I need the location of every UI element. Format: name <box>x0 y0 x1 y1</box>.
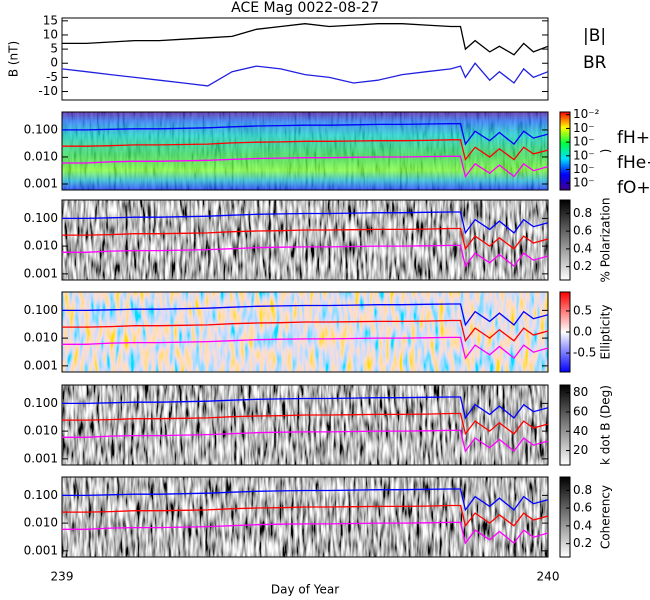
y-tick-label: 0.001 <box>24 266 58 280</box>
y-tick-label: 0.010 <box>24 331 58 345</box>
plot-frame <box>61 291 549 373</box>
plot-frame <box>61 384 549 466</box>
chart-title: ACE Mag 0022-08-27 <box>231 0 379 16</box>
spectrogram <box>62 292 548 372</box>
colorbar-tick-label: 0.5 <box>573 303 592 317</box>
series-line <box>62 412 549 436</box>
y-tick-label: 10 <box>43 27 58 41</box>
x-tick-label: 240 <box>537 570 560 584</box>
y-tick-label: -5 <box>46 70 58 84</box>
y-tick-label: 0.010 <box>24 516 58 530</box>
legend-label: fO+ <box>617 178 650 198</box>
colorbar-tick-label: 0.0 <box>573 325 592 339</box>
colorbar-tick-label: 0.4 <box>573 241 592 255</box>
y-tick-label: 0.001 <box>24 451 58 465</box>
spectrogram <box>62 477 548 557</box>
colorbar-tick-label: -0.5 <box>573 346 596 360</box>
plot-frame <box>61 17 549 101</box>
series-line <box>62 396 549 420</box>
colorbar-tick-label: 10⁻ <box>573 162 595 176</box>
legend-label: BR <box>583 53 607 73</box>
colorbar <box>559 199 571 281</box>
legend-label: fHe+ <box>617 153 650 173</box>
y-tick-label: 0.100 <box>24 488 58 502</box>
colorbar-tick-label: 0.8 <box>573 206 592 220</box>
y-tick-label: 0.010 <box>24 424 58 438</box>
y-tick-label: 5 <box>50 42 58 56</box>
colorbar-label: Coherency <box>599 485 613 549</box>
series-line <box>62 227 549 251</box>
series-line <box>62 244 549 268</box>
colorbar-label: % Polarization <box>599 198 613 283</box>
colorbar-label: ) <box>599 149 613 154</box>
series-line <box>62 211 549 235</box>
y-axis-label: B (nT) <box>7 41 21 77</box>
colorbar-tick-label: 10⁻² <box>573 107 600 121</box>
colorbar <box>559 384 571 466</box>
colorbar-tick-label: 40 <box>573 424 588 438</box>
series-line <box>62 521 549 545</box>
y-tick-label: 0.001 <box>24 177 58 191</box>
series-line <box>62 319 549 343</box>
colorbar <box>559 111 571 191</box>
series-line <box>62 23 549 56</box>
colorbar-tick-label: 10⁻ <box>573 135 595 149</box>
plot-frame <box>61 199 549 281</box>
spectrogram-texture <box>62 112 548 190</box>
colorbar-tick-label: 80 <box>573 385 588 399</box>
y-tick-label: -10 <box>38 84 58 98</box>
colorbar-label: k dot B (Deg) <box>599 385 613 465</box>
colorbar-tick-label: 10⁻ <box>573 121 595 135</box>
series-line <box>62 123 549 146</box>
y-tick-label: 0.100 <box>24 303 58 317</box>
series-line <box>62 336 549 360</box>
y-tick-label: 0.010 <box>24 239 58 253</box>
spectrogram <box>62 385 548 465</box>
x-axis-label: Day of Year <box>271 583 339 597</box>
legend-label: fH+ <box>617 128 650 148</box>
colorbar-tick-label: 0.2 <box>573 259 592 273</box>
plot-frame <box>61 476 549 558</box>
colorbar-tick-label: 10⁻ <box>573 176 595 190</box>
colorbar <box>559 476 571 558</box>
legend-label: |B| <box>583 26 606 46</box>
series-line <box>62 504 549 528</box>
y-tick-label: 15 <box>43 13 58 27</box>
plot-frame <box>61 111 549 191</box>
spectrogram <box>62 200 548 280</box>
colorbar-tick-label: 0.8 <box>573 483 592 497</box>
y-tick-label: 0.100 <box>24 396 58 410</box>
colorbar-tick-label: 0.6 <box>573 501 592 515</box>
y-tick-label: 0 <box>50 56 58 70</box>
x-tick-label: 239 <box>51 570 74 584</box>
series-line <box>62 488 549 512</box>
series-line <box>62 303 549 327</box>
colorbar-label: Ellipticity <box>599 305 613 360</box>
y-tick-label: 0.001 <box>24 543 58 557</box>
colorbar-tick-label: 60 <box>573 404 588 418</box>
colorbar-tick-label: 20 <box>573 443 588 457</box>
series-line <box>62 139 549 162</box>
colorbar-tick-label: 0.2 <box>573 536 592 550</box>
series-line <box>62 155 549 178</box>
y-tick-label: 0.100 <box>24 211 58 225</box>
series-line <box>61 62 549 87</box>
y-tick-label: 0.010 <box>24 149 58 163</box>
colorbar-tick-label: 0.4 <box>573 518 592 532</box>
series-line <box>62 429 549 453</box>
y-tick-label: 0.001 <box>24 358 58 372</box>
y-tick-label: 0.100 <box>24 122 58 136</box>
colorbar-tick-label: 10⁻ <box>573 148 595 162</box>
colorbar-tick-label: 0.6 <box>573 224 592 238</box>
